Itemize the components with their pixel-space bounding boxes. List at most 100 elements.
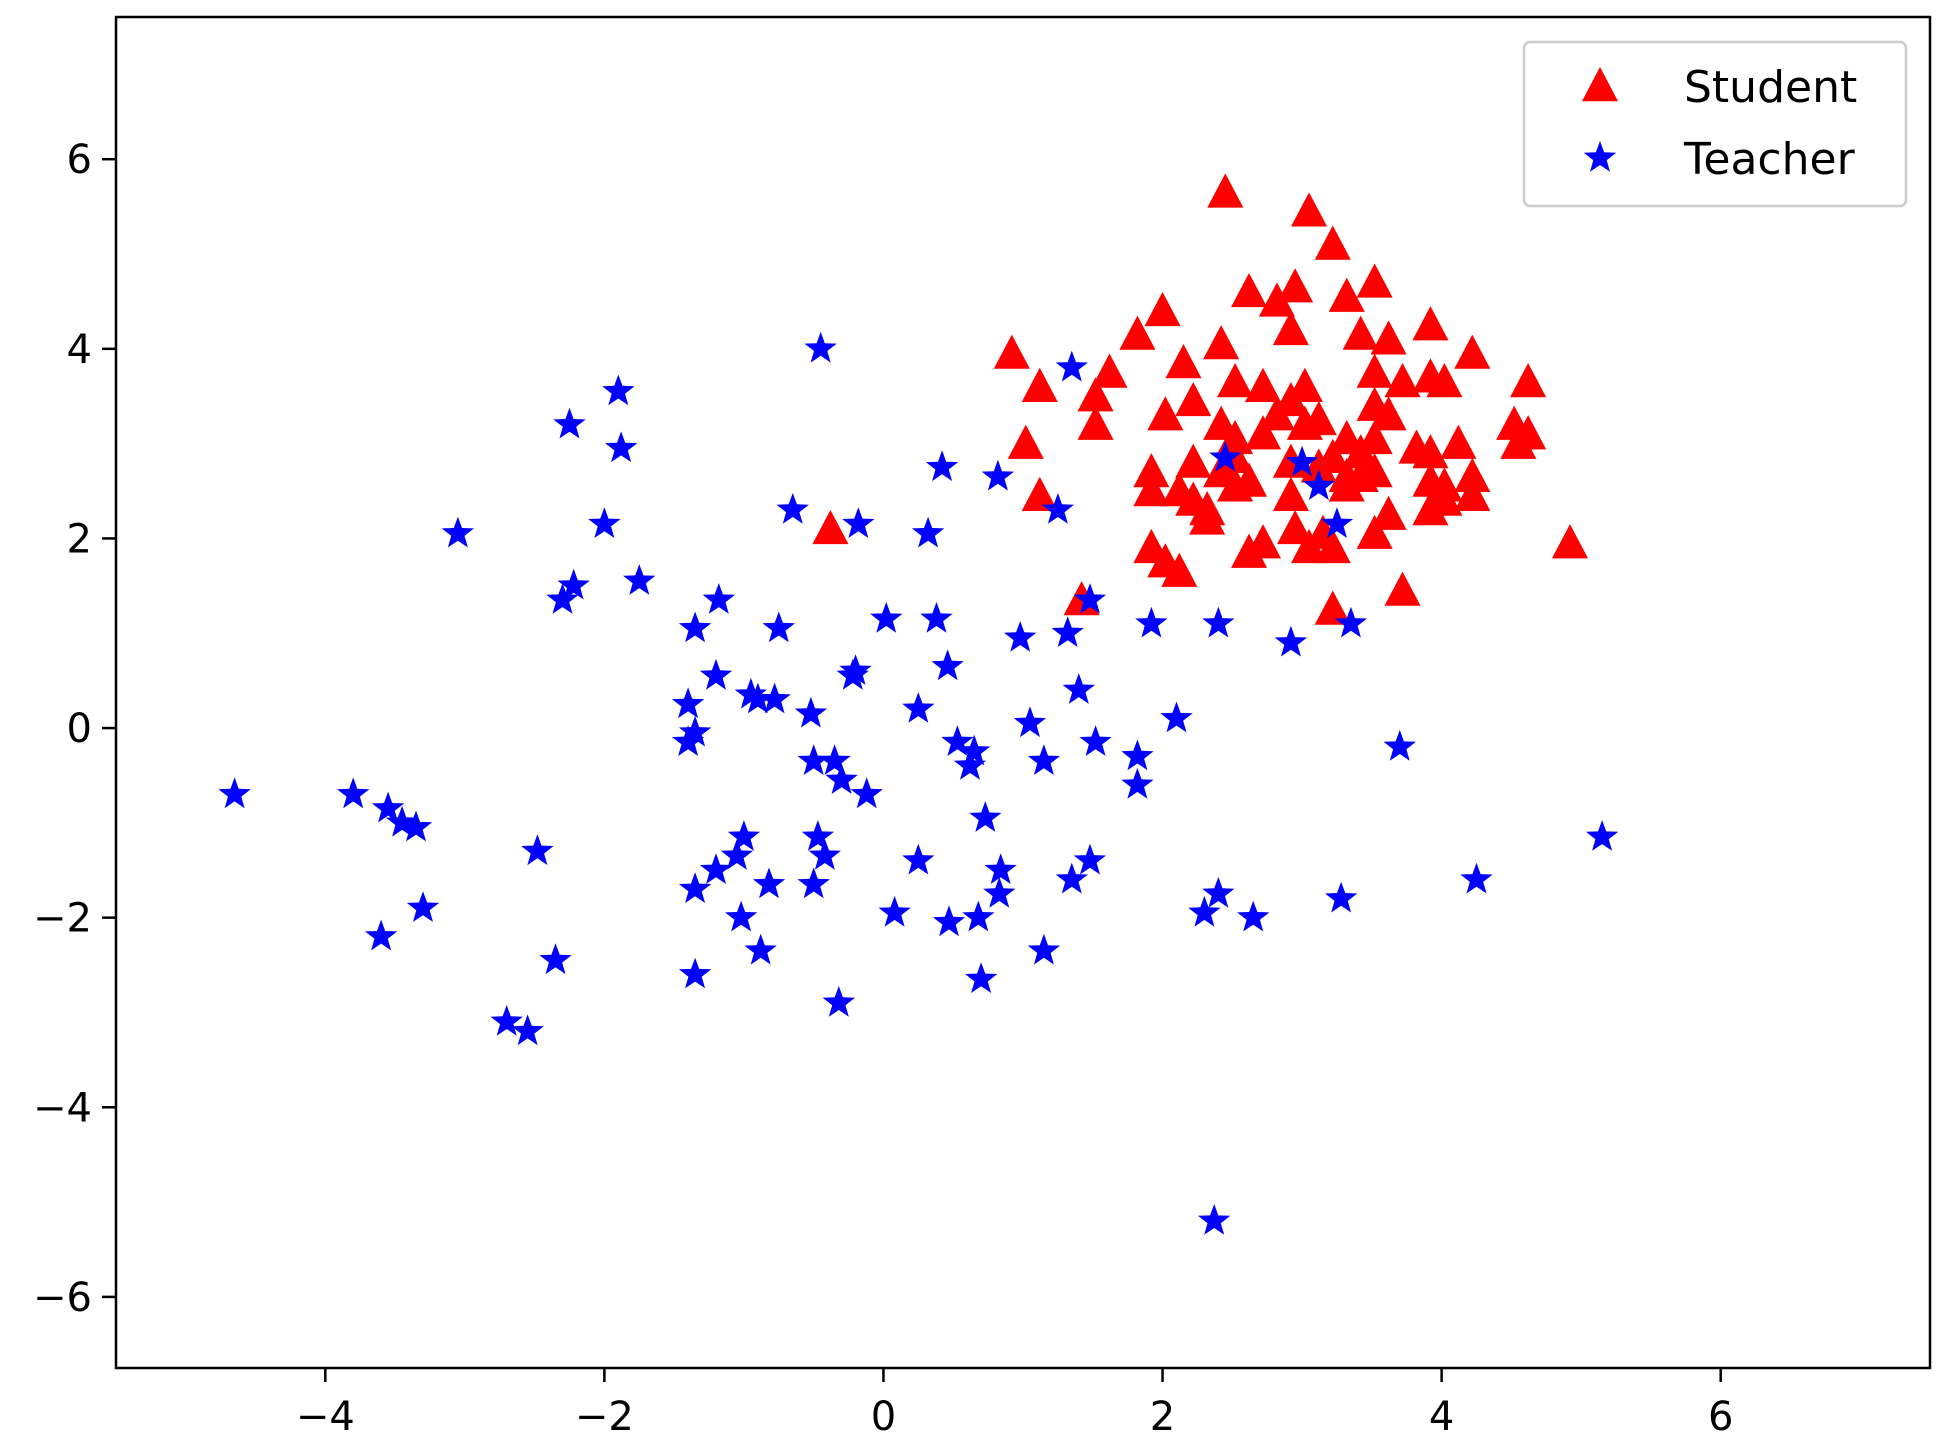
teacher-point [1202, 606, 1235, 638]
teacher-point [842, 507, 875, 538]
student-point [1147, 396, 1184, 431]
teacher-point [521, 834, 554, 866]
teacher-point [490, 1005, 523, 1036]
student-point [1207, 173, 1244, 208]
teacher-point [623, 564, 656, 595]
teacher-point [902, 692, 935, 723]
student-point [1342, 434, 1379, 469]
student-point [1077, 405, 1114, 440]
teacher-point [1027, 933, 1061, 965]
teacher-point [801, 820, 834, 851]
student-point [1500, 424, 1537, 459]
teacher-point [870, 602, 903, 633]
teacher-point [605, 431, 638, 463]
axes-frame [114, 15, 1932, 1370]
student-point [1021, 476, 1058, 511]
teacher-point [678, 957, 712, 989]
teacher-point [983, 877, 1016, 908]
teacher-point [1055, 862, 1088, 894]
teacher-point [734, 677, 768, 709]
teacher-point [1585, 820, 1619, 851]
student-point [1217, 467, 1254, 502]
teacher-point [671, 687, 705, 719]
teacher-point [794, 696, 828, 728]
student-point [1272, 310, 1309, 346]
teacher-point [557, 568, 590, 600]
teacher-point [797, 744, 830, 775]
student-point [1189, 500, 1226, 535]
teacher-point [678, 872, 712, 903]
legend-teacher-label: Teacher [1683, 134, 1856, 185]
teacher-point [1013, 706, 1047, 738]
legend: Student Teacher [1522, 40, 1908, 208]
plot-area [218, 173, 1619, 1235]
teacher-point [1062, 673, 1095, 704]
student-point [1161, 552, 1198, 587]
student-point [1203, 325, 1240, 360]
student-point [1426, 481, 1463, 516]
teacher-point [1160, 701, 1193, 733]
teacher-point [744, 933, 777, 965]
student-point [1286, 367, 1323, 402]
student-point [1370, 320, 1407, 355]
student-point [1454, 457, 1491, 493]
student-point [1291, 192, 1328, 227]
teacher-point [727, 820, 761, 851]
teacher-point [1051, 616, 1084, 647]
teacher-point [822, 986, 855, 1017]
teacher-point [371, 791, 405, 823]
teacher-point [965, 962, 998, 993]
teacher-point [920, 602, 953, 633]
teacher-point [1073, 843, 1107, 875]
student-point [1277, 509, 1314, 545]
teacher-point [702, 583, 735, 614]
teacher-point [1121, 739, 1154, 771]
teacher-point [699, 658, 733, 690]
student-point [1314, 438, 1351, 474]
student-point [1440, 424, 1477, 459]
student-point [1314, 225, 1351, 260]
teacher-point [1121, 767, 1154, 799]
teacher-point [762, 611, 795, 643]
teacher-point [1302, 469, 1335, 500]
student-point [1370, 396, 1407, 431]
teacher-point [752, 867, 786, 899]
teacher-point [385, 805, 419, 837]
student-point [1356, 514, 1393, 549]
teacher-point [941, 725, 974, 756]
student-point [1356, 353, 1393, 388]
y-tick-label: −2 [33, 896, 92, 942]
student-point [1370, 495, 1407, 530]
student-point [1119, 315, 1156, 350]
student-point [1426, 363, 1463, 398]
student-point [812, 509, 849, 545]
teacher-point [1285, 445, 1319, 477]
teacher-point [602, 374, 635, 406]
teacher-point [1041, 493, 1075, 524]
teacher-point [797, 867, 830, 899]
teacher-point [588, 507, 621, 538]
teacher-point [539, 943, 572, 975]
teacher-point [699, 853, 733, 884]
student-point [1342, 315, 1379, 350]
teacher-point [1198, 1204, 1231, 1235]
teacher-point [725, 900, 758, 932]
student-point [1328, 467, 1365, 502]
student-point [1314, 590, 1351, 625]
x-tick-label: 4 [1429, 1394, 1454, 1440]
teacher-point [878, 895, 911, 927]
student-point [1175, 381, 1212, 417]
series-student [812, 173, 1589, 625]
teacher-point [399, 810, 433, 842]
teacher-point [1325, 881, 1358, 913]
teacher-point [850, 777, 883, 809]
teacher-point [678, 611, 712, 643]
student-point [1510, 363, 1547, 398]
teacher-point [1274, 625, 1308, 657]
teacher-point [962, 900, 995, 932]
teacher-point [981, 459, 1015, 491]
teacher-point [804, 331, 837, 363]
student-point [1133, 472, 1170, 507]
student-point [1356, 453, 1393, 488]
